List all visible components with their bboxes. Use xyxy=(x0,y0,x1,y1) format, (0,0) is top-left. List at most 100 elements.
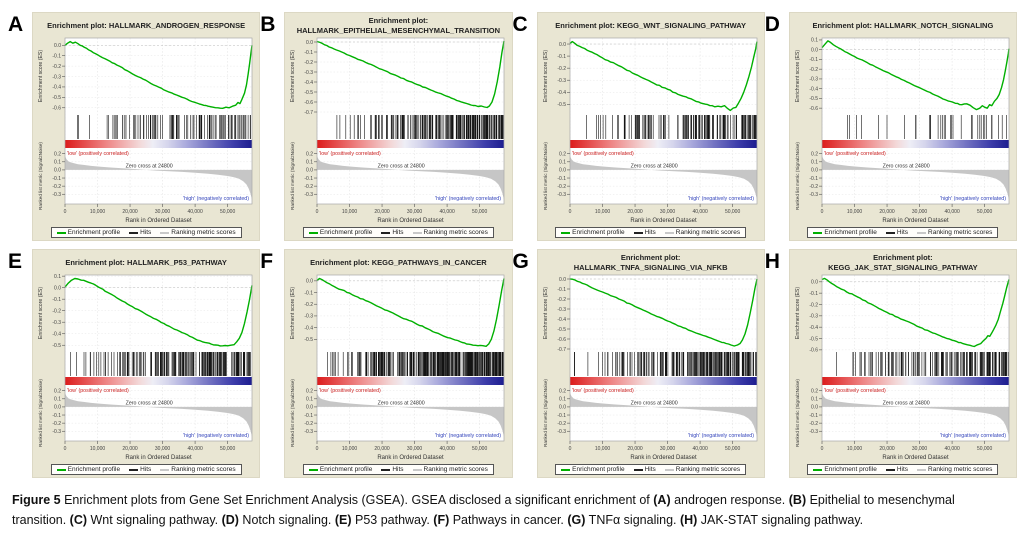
es-tick-label: -0.5 xyxy=(305,337,314,343)
x-axis-label: Rank in Ordered Dataset xyxy=(125,455,192,461)
legend-item: Enrichment profile xyxy=(813,466,877,473)
positively-correlated-label: 'low' (positively correlated) xyxy=(824,151,886,157)
legend-label: Enrichment profile xyxy=(572,466,625,473)
panel-letter-b: B xyxy=(260,13,276,36)
es-tick-label: -0.5 xyxy=(557,327,566,333)
es-tick-label: -0.6 xyxy=(53,106,62,112)
negatively-correlated-label: 'high' (negatively correlated) xyxy=(688,196,754,202)
positively-correlated-label: 'low' (positively correlated) xyxy=(67,388,129,394)
panel-title-line: Enrichment plot: xyxy=(368,15,429,25)
figure-panel-cell: D Enrichment plot: HALLMARK_NOTCH_SIGNALI… xyxy=(765,12,1017,241)
caption-segment: Epithelial to mesenchymal transition. xyxy=(12,493,955,527)
legend-label: Enrichment profile xyxy=(319,229,373,236)
rank-axis-label: Ranked list metric (Signal2Noise) xyxy=(543,379,548,447)
es-axis-label: Enrichment score (ES) xyxy=(795,50,801,102)
rank-axis-label: Ranked list metric (Signal2Noise) xyxy=(290,142,295,210)
hits-barcode xyxy=(77,115,251,139)
rank-tick-label: -0.3 xyxy=(53,429,62,435)
legend-item: Hits xyxy=(633,229,656,236)
rank-tick-label: -0.3 xyxy=(53,192,62,198)
legend-item: Ranking metric scores xyxy=(412,229,488,236)
rank-tick-label: -0.2 xyxy=(305,421,314,427)
x-tick-label: 50,000 xyxy=(472,446,488,452)
legend-label: Hits xyxy=(140,466,152,473)
caption-segment: Notch signaling. xyxy=(238,513,335,527)
es-tick-label: -0.3 xyxy=(305,70,314,76)
legend-label: Hits xyxy=(392,466,404,473)
gsea-panel-a: Enrichment plot: HALLMARK_ANDROGEN_RESPO… xyxy=(32,12,261,241)
x-axis-label: Rank in Ordered Dataset xyxy=(378,455,445,461)
rank-tick-label: -0.2 xyxy=(53,184,62,190)
negatively-correlated-label: 'high' (negatively correlated) xyxy=(435,433,501,439)
x-tick-label: 0 xyxy=(820,209,823,215)
x-tick-label: 20,000 xyxy=(123,446,139,452)
es-tick-label: 0.1 xyxy=(54,274,61,280)
es-tick-label: -0.5 xyxy=(809,96,818,102)
positively-correlated-label: 'low' (positively correlated) xyxy=(67,151,129,157)
legend-label: Hits xyxy=(896,229,909,236)
es-tick-label: 0.0 xyxy=(559,42,566,48)
x-tick-label: 20,000 xyxy=(627,446,643,452)
hits-barcode xyxy=(327,352,504,376)
es-axis-label: Enrichment score (ES) xyxy=(290,287,296,339)
es-tick-label: -0.4 xyxy=(809,86,818,92)
positively-correlated-label: 'low' (positively correlated) xyxy=(572,151,634,157)
zero-cross-label: Zero cross at 24800 xyxy=(126,163,173,169)
x-tick-label: 10,000 xyxy=(847,446,863,452)
legend-item: Enrichment profile xyxy=(561,229,625,236)
x-tick-label: 30,000 xyxy=(407,209,423,215)
es-tick-label: -0.2 xyxy=(305,60,314,66)
plot-legend: Enrichment profile Hits Ranking metric sco… xyxy=(50,464,242,475)
es-tick-label: -0.4 xyxy=(305,325,314,331)
es-tick-label: -0.3 xyxy=(53,320,62,326)
caption-segment: P53 pathway. xyxy=(351,513,434,527)
es-tick-label: -0.5 xyxy=(809,336,818,342)
gsea-plot-f: 0.0 -0.1 -0.2 -0.3 -0.4 -0.5 0.2 0.1 0.0 -0.1 -0.2… xyxy=(290,274,506,461)
panel-title: Enrichment plot: HALLMARK_P53_PATHWAY xyxy=(34,252,258,273)
hits-barcode xyxy=(847,115,1007,139)
negatively-correlated-label: 'high' (negatively correlated) xyxy=(183,196,249,202)
figure-panel-cell: H Enrichment plot: KEGG_JAK_STAT_SIGNALING… xyxy=(765,249,1017,478)
enrichment-profile-legend-line xyxy=(56,231,66,234)
plot-frame xyxy=(821,37,1010,205)
es-tick-label: -0.4 xyxy=(557,90,566,96)
gsea-plot-g: 0.0 -0.1 -0.2 -0.3 -0.4 -0.5 -0.6 -0.7 0.2 0.1 0.0… xyxy=(543,274,758,461)
es-tick-label: -0.6 xyxy=(557,337,566,343)
rank-tick-label: 0.2 xyxy=(306,388,313,394)
es-curve xyxy=(569,40,758,112)
positively-correlated-label: 'low' (positively correlated) xyxy=(824,388,886,394)
x-tick-label: 50,000 xyxy=(220,446,236,452)
caption-segment: androgen response. xyxy=(670,493,789,507)
rank-tick-label: -0.2 xyxy=(305,184,314,190)
es-curve xyxy=(64,277,253,347)
gsea-panel-g: Enrichment plot: HALLMARK_TNFA_SIGNALING_… xyxy=(536,249,765,478)
hits-legend-line xyxy=(129,468,139,471)
enrichment-profile-legend-line xyxy=(308,468,318,471)
es-tick-label: -0.5 xyxy=(305,90,314,96)
es-tick-label: -0.4 xyxy=(53,85,62,91)
rank-axis-label: Ranked list metric (Signal2Noise) xyxy=(38,379,43,447)
x-tick-label: 40,000 xyxy=(944,446,960,452)
panel-letter-c: C xyxy=(512,13,528,36)
x-tick-label: 0 xyxy=(64,446,67,452)
gsea-panel-f: Enrichment plot: KEGG_PATHWAYS_IN_CANCER… xyxy=(284,249,513,478)
rank-axis-label: Ranked list metric (Signal2Noise) xyxy=(543,142,548,210)
enrichment-profile-legend-line xyxy=(561,468,571,471)
es-tick-label: -0.3 xyxy=(557,78,566,84)
plots-grid: A Enrichment plot: HALLMARK_ANDROGEN_RESP… xyxy=(8,12,1017,478)
rank-tick-label: -0.3 xyxy=(557,429,566,435)
hits-barcode xyxy=(336,115,505,139)
legend-label: Enrichment profile xyxy=(572,229,625,236)
es-tick-label: -0.2 xyxy=(53,308,62,314)
rank-tick-label: -0.1 xyxy=(53,176,62,182)
legend-item: Ranking metric scores xyxy=(160,229,236,236)
es-tick-label: 0.0 xyxy=(811,280,818,286)
legend-label: Hits xyxy=(140,229,152,236)
x-tick-label: 0 xyxy=(316,209,319,215)
rank-tick-label: -0.1 xyxy=(809,413,818,419)
zero-cross-label: Zero cross at 24800 xyxy=(882,400,929,406)
es-tick-label: -0.6 xyxy=(305,100,314,106)
plot-legend: Enrichment profile Hits Ranking metric sco… xyxy=(555,464,747,475)
negatively-correlated-label: 'high' (negatively correlated) xyxy=(688,433,754,439)
gsea-panel-e: Enrichment plot: HALLMARK_P53_PATHWAY 0.1… xyxy=(32,249,261,478)
